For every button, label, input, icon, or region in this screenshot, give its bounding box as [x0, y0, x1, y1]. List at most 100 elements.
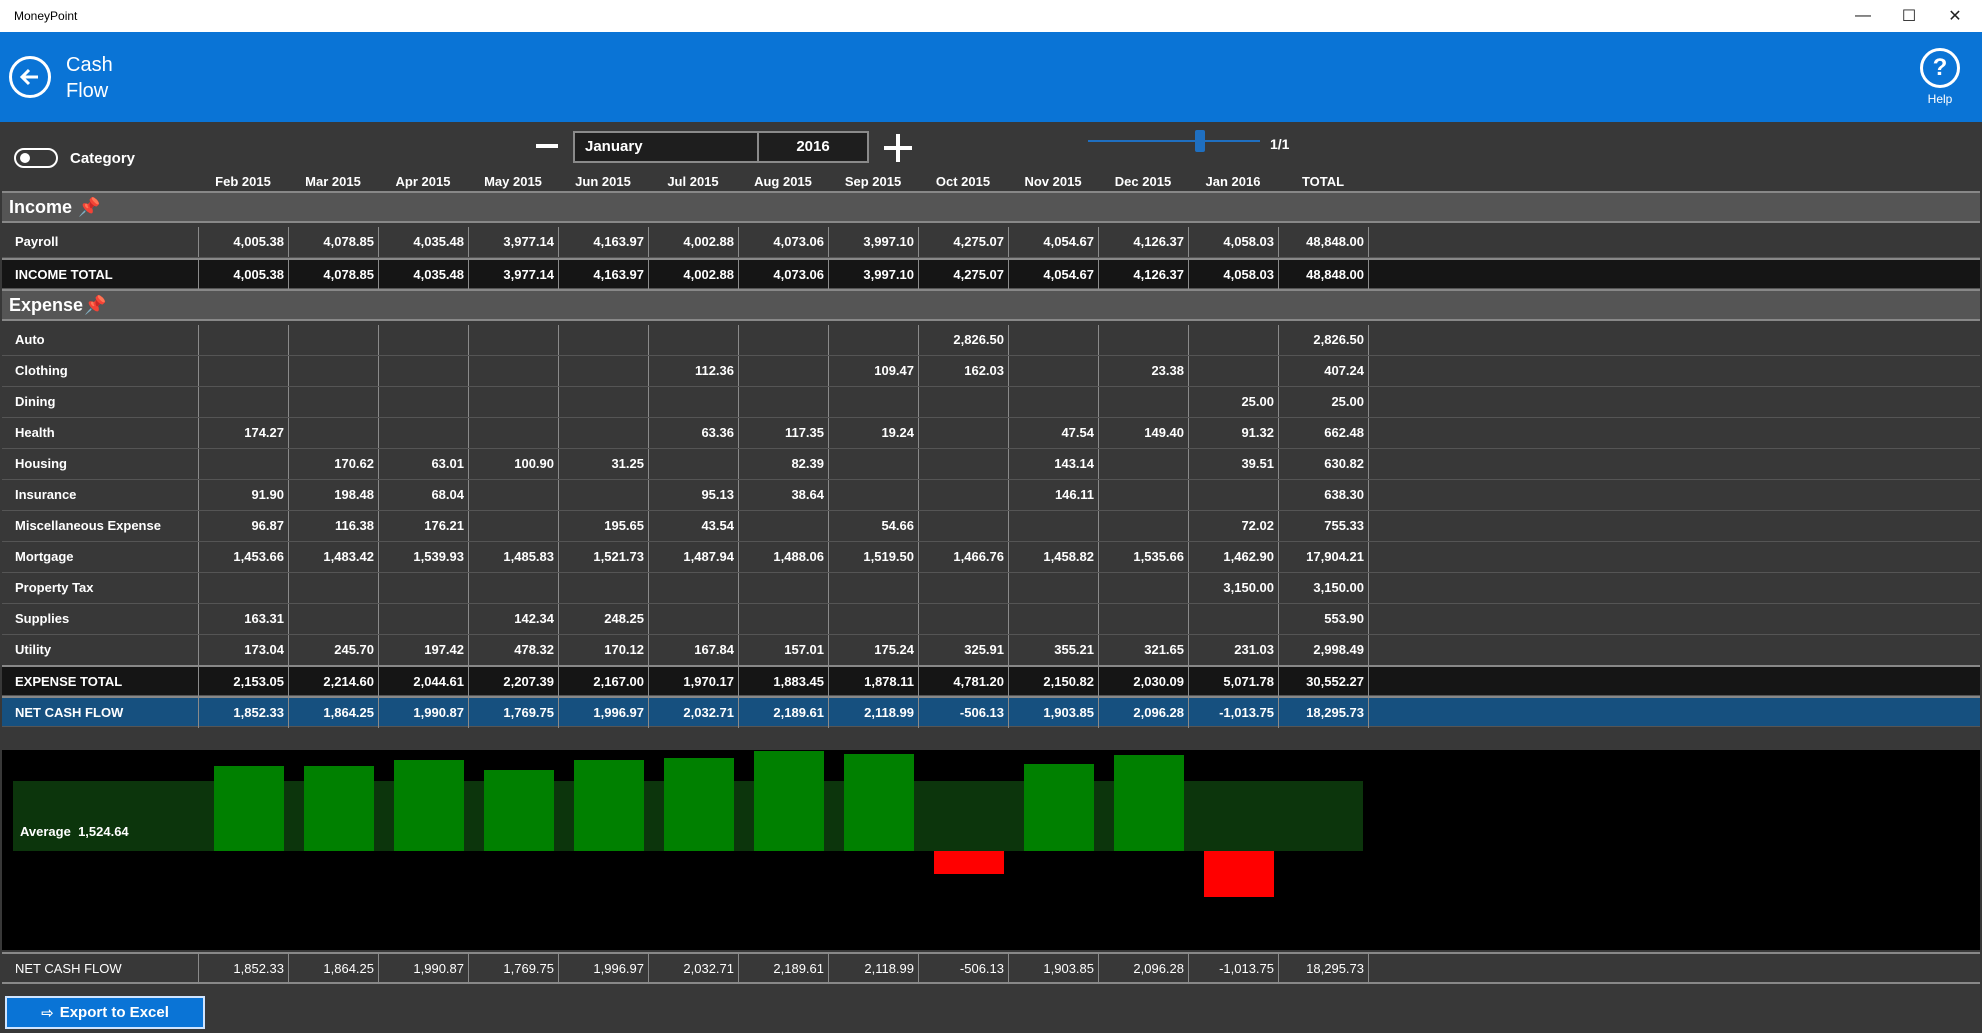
table-cell [828, 325, 918, 355]
column-header[interactable]: May 2015 [484, 174, 542, 189]
pin-icon[interactable]: 📌 [84, 295, 107, 315]
table-cell: 157.01 [738, 635, 828, 665]
close-button[interactable]: ✕ [1948, 8, 1962, 25]
table-cell: 1,990.87 [378, 954, 468, 984]
pin-icon[interactable]: 📌 [78, 197, 101, 217]
column-header[interactable]: Dec 2015 [1114, 174, 1172, 189]
table-cell [288, 325, 378, 355]
table-cell [1098, 573, 1188, 603]
table-cell: 112.36 [648, 356, 738, 386]
chart-bar[interactable] [484, 770, 554, 851]
table-cell: 48,848.00 [1278, 227, 1368, 257]
table-row[interactable]: Housing 170.62 63.01 100.90 31.25 82.39 143.14… [2, 449, 1980, 480]
table-cell: 96.87 [198, 511, 288, 541]
table-row[interactable]: Payroll 4,005.38 4,078.85 4,035.48 3,977.14 4… [2, 227, 1980, 258]
page-slider-track[interactable] [1088, 140, 1260, 142]
table-cell [918, 573, 1008, 603]
table-cell [918, 449, 1008, 479]
export-to-excel-button[interactable]: ⇨ Export to Excel [5, 996, 205, 1029]
page-slider-thumb[interactable] [1195, 130, 1205, 152]
column-header[interactable]: Nov 2015 [1024, 174, 1082, 189]
table-row[interactable]: Health 174.27 63.36 117.35 19.24 47.54 149.40 9… [2, 418, 1980, 449]
table-cell: 3,977.14 [468, 227, 558, 257]
row-label: Mortgage [15, 549, 74, 564]
column-header[interactable]: Jul 2015 [667, 174, 719, 189]
table-cell: 4,054.67 [1008, 227, 1098, 257]
chart-bar[interactable] [574, 759, 644, 851]
chart-bar[interactable] [1114, 755, 1184, 851]
back-button[interactable] [9, 56, 51, 98]
chart-bar[interactable] [394, 760, 464, 851]
chart-bar[interactable] [214, 766, 284, 851]
table-cell: 1,996.97 [558, 954, 648, 984]
table-cell: 116.38 [288, 511, 378, 541]
table-cell [1008, 325, 1098, 355]
column-header[interactable]: Apr 2015 [395, 174, 451, 189]
table-row[interactable]: Property Tax 3,150.00 3,150.00 [2, 573, 1980, 604]
net-cash-flow-row[interactable]: NET CASH FLOW 1,852.33 1,864.25 1,990.87 1,7… [2, 696, 1980, 728]
table-cell: 4,054.67 [1008, 260, 1098, 290]
maximize-button[interactable]: ☐ [1901, 8, 1917, 25]
cell-divider [1368, 418, 1373, 448]
table-cell: 4,073.06 [738, 260, 828, 290]
expense-section-header[interactable]: Expense 📌 [2, 289, 1980, 321]
table-cell [918, 418, 1008, 448]
year-select[interactable]: 2016 [757, 131, 869, 163]
table-row[interactable]: Miscellaneous Expense 96.87 116.38 176.21 19… [2, 511, 1980, 542]
table-cell: 176.21 [378, 511, 468, 541]
table-cell [1188, 356, 1278, 386]
table-row[interactable]: Insurance 91.90 198.48 68.04 95.13 38.64 146.1… [2, 480, 1980, 511]
column-header[interactable]: Mar 2015 [305, 174, 361, 189]
next-period-button[interactable] [884, 134, 912, 162]
table-row[interactable]: Auto 2,826.50 2,826.50 [2, 325, 1980, 356]
cell-divider [1368, 387, 1373, 417]
export-icon: ⇨ [41, 1004, 54, 1022]
column-header[interactable]: Oct 2015 [935, 174, 991, 189]
column-header[interactable]: Jan 2016 [1205, 174, 1261, 189]
minimize-button[interactable]: — [1855, 7, 1871, 24]
table-cell: 4,058.03 [1188, 227, 1278, 257]
table-cell: 1,903.85 [1008, 698, 1098, 728]
category-toggle[interactable] [14, 148, 58, 168]
table-cell: 4,002.88 [648, 260, 738, 290]
column-header[interactable]: Jun 2015 [575, 174, 631, 189]
chart-bar[interactable] [304, 765, 374, 851]
month-select[interactable]: January [573, 131, 759, 163]
column-header[interactable]: Sep 2015 [844, 174, 902, 189]
income-section-header[interactable]: Income 📌 [2, 191, 1980, 223]
previous-period-button[interactable] [535, 134, 559, 158]
table-row[interactable]: Clothing 112.36 109.47 162.03 23.38 407.24 [2, 356, 1980, 387]
table-cell [198, 573, 288, 603]
income-total-row[interactable]: INCOME TOTAL 4,005.38 4,078.85 4,035.48 3,97… [2, 258, 1980, 290]
expense-total-row[interactable]: EXPENSE TOTAL 2,153.05 2,214.60 2,044.61 2,2… [2, 665, 1980, 697]
table-cell: 48,848.00 [1278, 260, 1368, 290]
row-label: NET CASH FLOW [15, 705, 124, 720]
table-cell: 245.70 [288, 635, 378, 665]
table-cell [1008, 511, 1098, 541]
chart-bar[interactable] [1204, 851, 1274, 898]
category-label: Category [70, 150, 136, 167]
chart-bar[interactable] [934, 851, 1004, 875]
chart-bar[interactable] [1024, 764, 1094, 851]
table-row[interactable]: Utility 173.04 245.70 197.42 478.32 170.12 167… [2, 635, 1980, 666]
help-button[interactable]: ? [1920, 48, 1960, 88]
page-title: Cash Flow [66, 54, 113, 102]
table-cell [468, 325, 558, 355]
table-cell: 2,118.99 [828, 954, 918, 984]
column-header[interactable]: TOTAL [1301, 174, 1345, 189]
table-cell: 54.66 [828, 511, 918, 541]
table-row[interactable]: Dining 25.00 25.00 [2, 387, 1980, 418]
chart-bar[interactable] [754, 751, 824, 851]
table-cell: 662.48 [1278, 418, 1368, 448]
question-icon: ? [1932, 54, 1948, 81]
column-header[interactable]: Aug 2015 [754, 174, 812, 189]
chart-bar[interactable] [844, 754, 914, 851]
table-cell: 4,163.97 [558, 227, 648, 257]
chart-bar[interactable] [664, 758, 734, 851]
table-cell: 2,032.71 [648, 698, 738, 728]
table-row[interactable]: Mortgage 1,453.66 1,483.42 1,539.93 1,485.83… [2, 542, 1980, 573]
table-cell [558, 325, 648, 355]
table-row[interactable]: Supplies 163.31 142.34 248.25 553.90 [2, 604, 1980, 635]
column-header[interactable]: Feb 2015 [215, 174, 271, 189]
table-cell: 1,878.11 [828, 667, 918, 697]
